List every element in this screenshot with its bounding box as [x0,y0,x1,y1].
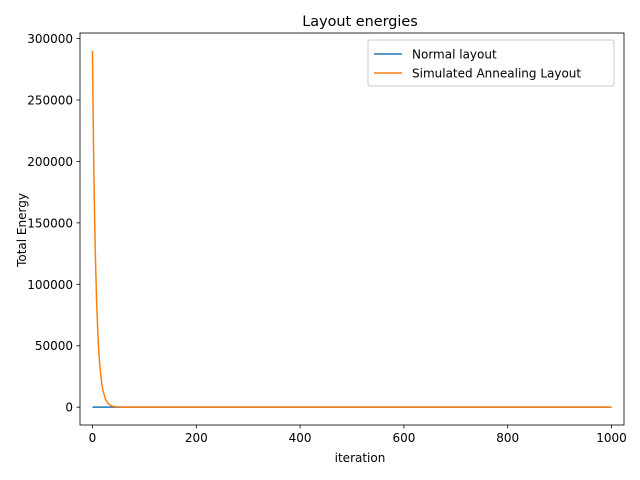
axes-frame [79,32,625,426]
x-axis-label: iteration [335,451,386,465]
y-tick-label: 200000 [27,155,73,169]
y-tick-label: 300000 [27,32,73,46]
y-tick-label: 250000 [27,93,73,107]
y-tick-label: 150000 [27,216,73,230]
chart-title: Layout energies [302,14,417,30]
x-tick-label: 1000 [596,431,627,445]
legend: Normal layout Simulated Annealing Layout [367,39,615,87]
legend-label-2: Simulated Annealing Layout [412,67,581,81]
series-line-2 [91,50,612,408]
y-tick-label: 50000 [35,339,73,353]
x-tick-label: 400 [289,431,312,445]
legend-box [367,39,615,87]
legend-label-1: Normal layout [412,48,497,62]
axes-layer: 0 200 400 600 800 1000 0 50000 100000 150000 20000… [27,32,627,445]
plot-layer [91,50,612,408]
y-tick-label: 0 [65,401,73,415]
x-tick-label: 200 [185,431,208,445]
y-tick-label: 100000 [27,278,73,292]
x-tick-label: 0 [89,431,97,445]
x-tick-label: 800 [496,431,519,445]
x-tick-label: 600 [392,431,415,445]
y-axis-label: Total Energy [15,193,29,268]
